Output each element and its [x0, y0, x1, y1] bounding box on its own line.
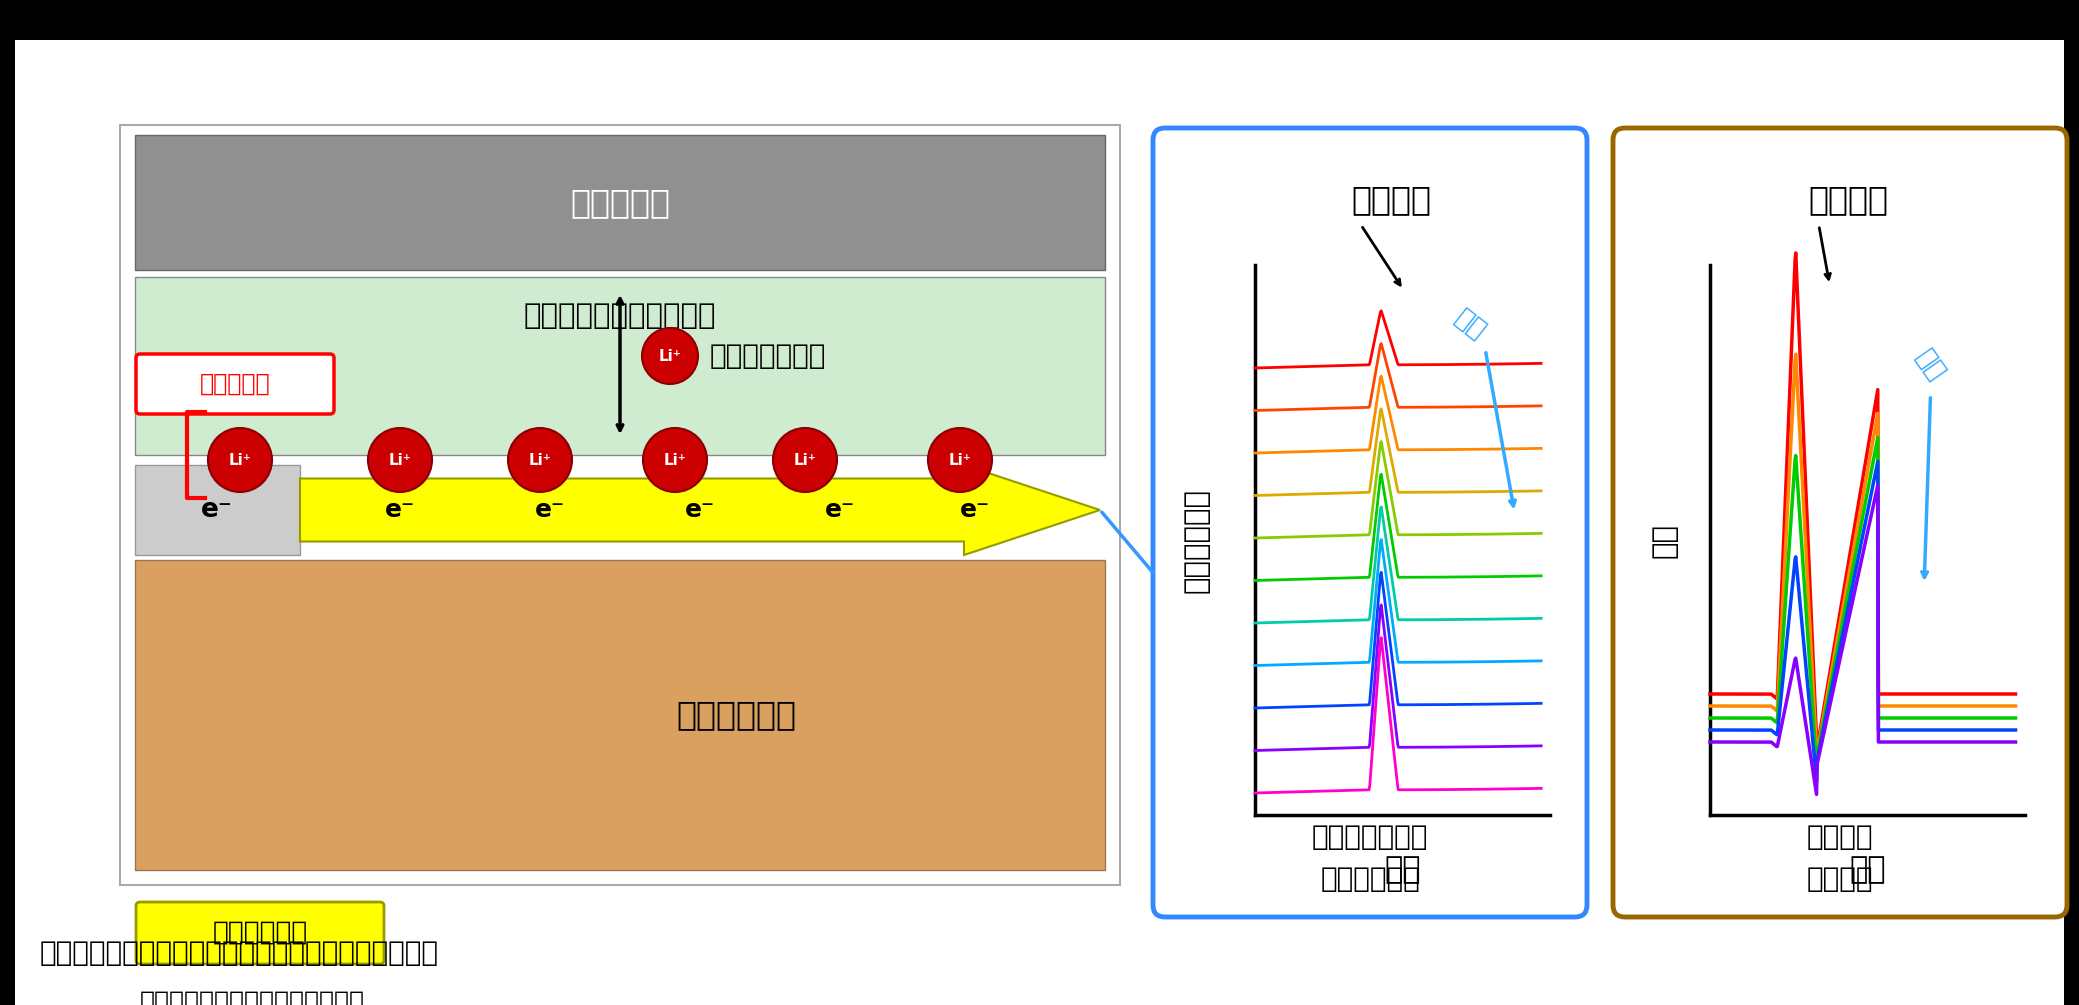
Circle shape — [927, 428, 992, 492]
Text: e⁻: e⁻ — [534, 498, 565, 522]
Bar — [135, 135, 1106, 270]
FancyBboxPatch shape — [1154, 128, 1586, 917]
Text: 脳神経の
電気応答: 脳神経の 電気応答 — [1807, 823, 1873, 892]
Bar — [135, 560, 1106, 870]
FancyBboxPatch shape — [135, 902, 385, 964]
FancyBboxPatch shape — [1613, 128, 2067, 917]
Text: ダイヤモンド: ダイヤモンド — [676, 698, 796, 732]
Circle shape — [208, 428, 272, 492]
Text: 緩和: 緩和 — [1911, 345, 1950, 386]
Circle shape — [507, 428, 572, 492]
Text: 図２．本研究で開発した脳型情報処理素子の模式図。: 図２．本研究で開発した脳型情報処理素子の模式図。 — [40, 939, 439, 967]
Text: 電気二重層付近でイオンと電子が
互いに影響することで複雑に変化: 電気二重層付近でイオンと電子が 互いに影響することで複雑に変化 — [139, 990, 366, 1005]
Bar — [121, 125, 1121, 885]
Bar — [135, 277, 1106, 455]
Text: Li⁺: Li⁺ — [659, 349, 682, 364]
Text: スパイク: スパイク — [1809, 184, 1890, 216]
Text: 時間: 時間 — [1848, 855, 1886, 884]
Bar — [135, 465, 299, 555]
Text: Li⁺: Li⁺ — [794, 452, 817, 467]
Text: Li⁺: Li⁺ — [229, 452, 252, 467]
Text: リチウムイオン: リチウムイオン — [711, 342, 825, 370]
Text: e⁻: e⁻ — [825, 498, 854, 522]
Text: 時間: 時間 — [1385, 855, 1420, 884]
Text: Li⁺: Li⁺ — [389, 452, 412, 467]
Text: この素子で得ら
れた電気応答: この素子で得ら れた電気応答 — [1312, 823, 1428, 892]
Text: Li⁺: Li⁺ — [948, 452, 971, 467]
FancyBboxPatch shape — [135, 354, 335, 414]
Text: e⁻: e⁻ — [202, 497, 233, 523]
Text: e⁻: e⁻ — [385, 498, 416, 522]
Text: リチウム固体電解質薄膜: リチウム固体電解質薄膜 — [524, 303, 717, 331]
Circle shape — [773, 428, 838, 492]
Bar — [15, 40, 2064, 910]
Text: ゲート電極: ゲート電極 — [570, 186, 669, 219]
Text: e⁻: e⁻ — [684, 498, 715, 522]
Circle shape — [642, 328, 699, 384]
Text: Li⁺: Li⁺ — [528, 452, 551, 467]
Text: ドレイン電流: ドレイン電流 — [212, 920, 308, 946]
Text: ドレイン電流: ドレイン電流 — [1183, 487, 1210, 593]
Text: e⁻: e⁻ — [960, 498, 990, 522]
Bar — [15, 904, 2064, 1005]
Circle shape — [642, 428, 707, 492]
Text: スパイク: スパイク — [1351, 184, 1430, 216]
Text: 緩和: 緩和 — [1449, 305, 1491, 345]
Text: 電気二重層: 電気二重層 — [200, 372, 270, 396]
Polygon shape — [299, 465, 1100, 555]
Text: Li⁺: Li⁺ — [663, 452, 686, 467]
Circle shape — [368, 428, 432, 492]
Text: 電圧: 電圧 — [1651, 523, 1680, 558]
